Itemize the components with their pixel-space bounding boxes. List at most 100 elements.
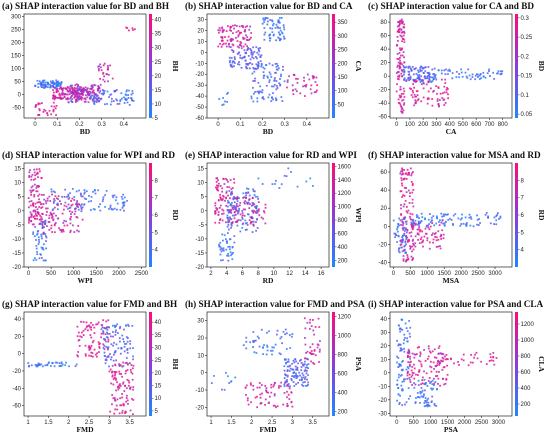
scatter-point	[248, 207, 251, 210]
scatter-point	[410, 218, 413, 221]
scatter-point	[500, 73, 503, 76]
scatter-point	[64, 188, 67, 191]
scatter-point	[284, 359, 287, 361]
scatter-point	[256, 67, 259, 70]
scatter-point	[413, 86, 416, 89]
scatter-point	[400, 48, 403, 51]
scatter-point	[115, 196, 118, 199]
scatter-point	[111, 364, 114, 367]
scatter-point	[36, 190, 39, 193]
scatter-point	[252, 341, 255, 343]
scatter-point	[449, 70, 451, 72]
scatter-point	[78, 89, 80, 91]
scatter-point	[407, 209, 410, 212]
y-tick-label: 0	[18, 352, 22, 358]
scatter-point	[263, 38, 266, 41]
scatter-point	[394, 236, 397, 239]
scatter-point	[230, 218, 233, 220]
scatter-point	[52, 101, 55, 104]
scatter-point	[260, 54, 263, 57]
scatter-point	[417, 233, 420, 236]
scatter-point	[248, 219, 251, 222]
scatter-point	[402, 222, 405, 225]
scatter-point	[32, 202, 35, 205]
scatter-point	[405, 368, 408, 371]
scatter-point	[104, 327, 107, 330]
scatter-point	[244, 43, 247, 46]
scatter-point	[278, 37, 281, 40]
scatter-point	[130, 97, 133, 100]
scatter-point	[312, 75, 315, 78]
scatter-point	[72, 93, 75, 96]
y-tick-label: -20	[378, 88, 387, 94]
scatter-point	[71, 91, 74, 94]
scatter-point	[238, 32, 241, 35]
scatter-point	[57, 80, 60, 83]
x-tick-label: 2000	[454, 271, 468, 277]
scatter-point	[120, 347, 123, 350]
scatter-point	[464, 71, 467, 74]
scatter-point	[263, 344, 265, 346]
scatter-point	[123, 390, 126, 392]
scatter-point	[430, 76, 433, 79]
scatter-point	[296, 376, 299, 379]
scatter-point	[131, 397, 133, 400]
scatter-point	[316, 84, 319, 87]
scatter-point	[219, 42, 221, 45]
scatter-point	[120, 373, 123, 375]
scatter-point	[488, 68, 491, 71]
x-tick-label: 3	[108, 420, 112, 426]
scatter-point	[306, 350, 309, 353]
scatter-point	[413, 68, 416, 70]
y-tick-label: -20	[195, 265, 204, 271]
scatter-point	[429, 360, 432, 363]
scatter-point	[241, 25, 244, 27]
scatter-point	[83, 88, 86, 91]
scatter-point	[36, 253, 39, 256]
colorbar-tick-label: 20	[155, 74, 162, 80]
scatter-point	[427, 397, 430, 400]
scatter-points	[396, 318, 498, 408]
scatter-point	[262, 210, 265, 212]
scatter-point	[93, 326, 96, 329]
scatter-point	[79, 93, 82, 95]
scatter-point	[94, 353, 97, 356]
scatter-point	[424, 400, 427, 402]
scatter-point	[283, 377, 286, 380]
scatter-point	[58, 87, 61, 90]
scatter-point	[275, 39, 277, 42]
scatter-point	[111, 331, 114, 333]
scatter-point	[254, 56, 257, 58]
scatter-point	[253, 190, 256, 193]
scatter-point	[62, 228, 65, 231]
scatter-point	[222, 212, 225, 215]
scatter-point	[67, 203, 70, 206]
scatter-point	[210, 382, 213, 385]
scatter-point	[30, 175, 33, 178]
scatter-point	[88, 93, 91, 96]
scatter-point	[40, 223, 42, 225]
scatter-point	[50, 227, 53, 230]
scatter-point	[89, 96, 92, 98]
colorbar-tick-label: 25	[155, 358, 162, 364]
scatter-point	[119, 397, 122, 400]
scatter-point	[37, 195, 40, 197]
scatter-point	[41, 247, 44, 250]
scatter-point	[418, 346, 420, 348]
scatter-point	[96, 352, 98, 355]
scatter-point	[112, 344, 115, 347]
scatter-point	[84, 98, 87, 101]
scatter-point	[97, 341, 100, 344]
scatter-point	[402, 68, 405, 71]
scatter-point	[245, 221, 248, 224]
scatter-point	[492, 351, 495, 354]
scatter-point	[43, 79, 46, 82]
scatter-point	[233, 235, 236, 237]
scatter-point	[415, 353, 418, 355]
scatter-point	[71, 86, 73, 89]
scatter-point	[113, 371, 116, 373]
scatter-point	[41, 246, 44, 249]
scatter-point	[286, 365, 289, 368]
x-axis-label: MSA	[443, 276, 460, 285]
scatter-point	[118, 363, 120, 366]
